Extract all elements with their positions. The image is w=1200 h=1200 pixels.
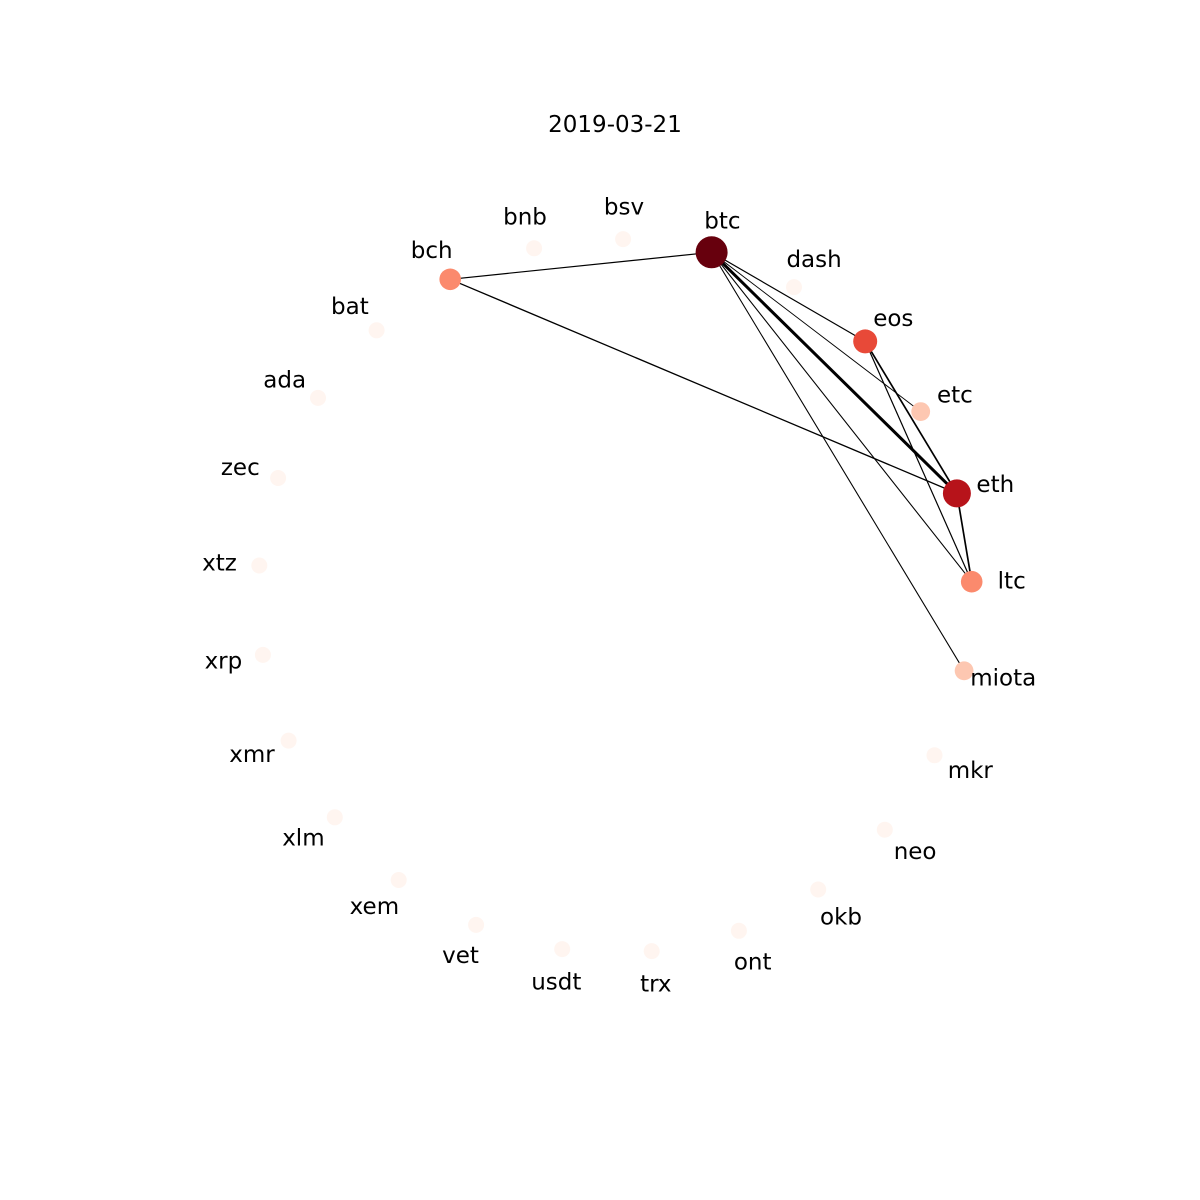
node-label-neo: neo xyxy=(894,839,937,865)
node-zec xyxy=(270,470,287,486)
node-label-eos: eos xyxy=(873,306,913,332)
node-dash xyxy=(786,279,802,296)
edge-eth-bch xyxy=(449,278,958,495)
edge-btc-eos xyxy=(711,251,866,342)
node-mkr xyxy=(926,747,943,764)
node-trx xyxy=(643,943,660,960)
node-label-xtz: xtz xyxy=(202,551,237,577)
node-label-vet: vet xyxy=(442,943,479,969)
edge-btc-etc xyxy=(711,251,921,412)
node-neo xyxy=(876,821,893,838)
node-label-btc: btc xyxy=(704,209,740,235)
node-xem xyxy=(390,872,407,888)
node-label-xmr: xmr xyxy=(229,742,275,768)
edge-eth-eos xyxy=(864,340,958,494)
edge-eth-ltc xyxy=(956,493,973,582)
edge-btc-bch xyxy=(450,251,712,280)
node-okb xyxy=(810,881,827,898)
node-ada xyxy=(310,389,326,406)
node-eth xyxy=(942,479,971,508)
node-xrp xyxy=(254,646,271,663)
node-bat xyxy=(368,322,385,339)
node-label-xem: xem xyxy=(350,894,399,920)
node-miota xyxy=(954,661,974,681)
node-label-mkr: mkr xyxy=(948,758,994,784)
node-label-usdt: usdt xyxy=(531,970,581,996)
node-xmr xyxy=(280,732,297,749)
edges-layer xyxy=(449,251,973,672)
node-ont xyxy=(730,922,747,939)
edge-btc-ltc xyxy=(711,251,973,583)
node-bnb xyxy=(526,240,543,257)
edge-btc-eth xyxy=(710,251,958,495)
node-label-ada: ada xyxy=(263,368,306,394)
node-label-ont: ont xyxy=(734,950,772,976)
node-vet xyxy=(468,916,485,933)
node-etc xyxy=(911,402,931,421)
node-label-bat: bat xyxy=(331,294,369,320)
node-label-bch: bch xyxy=(411,238,453,264)
edge-eos-ltc xyxy=(864,341,973,582)
node-label-trx: trx xyxy=(640,972,671,998)
node-bch xyxy=(439,268,462,291)
node-ltc xyxy=(960,570,983,593)
node-label-bnb: bnb xyxy=(503,204,547,230)
node-label-bsv: bsv xyxy=(604,194,644,220)
labels-layer: btc bsv bnb bch bat ada zec xtz xrp xmr xlm xem vet u… xyxy=(202,194,1036,997)
node-eos xyxy=(853,329,878,354)
node-label-xrp: xrp xyxy=(205,648,243,674)
node-label-xlm: xlm xyxy=(282,826,324,852)
node-xtz xyxy=(251,557,268,574)
graph-title: 2019-03-21 xyxy=(548,112,682,138)
node-label-ltc: ltc xyxy=(998,568,1026,594)
node-label-miota: miota xyxy=(970,666,1036,692)
node-label-okb: okb xyxy=(820,905,862,931)
node-label-eth: eth xyxy=(976,472,1014,498)
node-usdt xyxy=(554,941,571,958)
node-label-zec: zec xyxy=(221,455,260,481)
edge-btc-miota xyxy=(711,252,965,672)
nodes-layer xyxy=(251,231,983,960)
node-xlm xyxy=(326,809,343,826)
node-label-etc: etc xyxy=(937,383,973,409)
node-btc xyxy=(695,236,728,269)
node-label-dash: dash xyxy=(786,247,841,273)
node-bsv xyxy=(615,231,632,248)
